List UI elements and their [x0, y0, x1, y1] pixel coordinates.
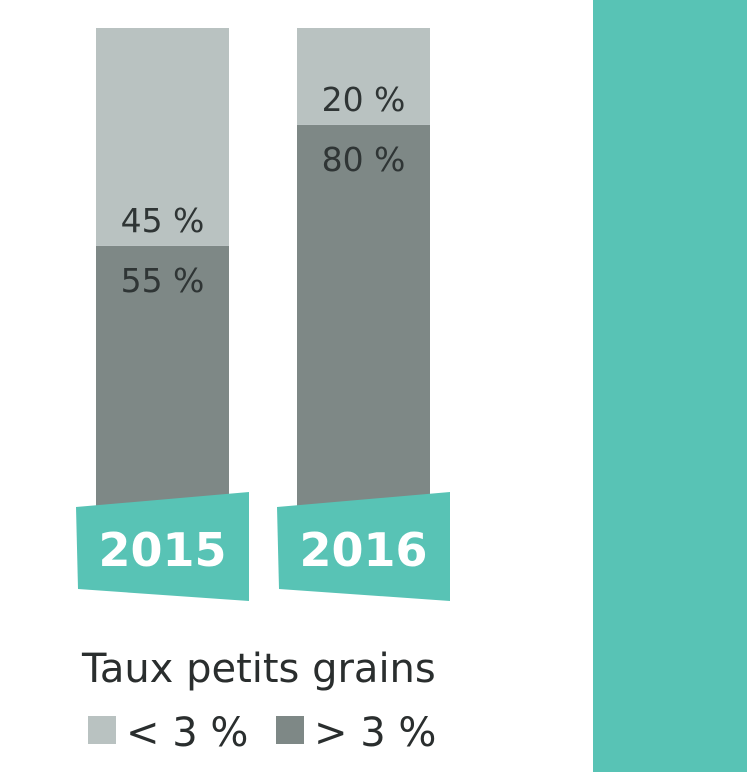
- data-label-2015-above-3: 55 %: [121, 261, 205, 300]
- legend: Taux petits grains < 3 % > 3 %: [81, 646, 436, 756]
- bar-segment-2016-above-3: [297, 124, 430, 513]
- year-tab-2016: [277, 492, 450, 601]
- bar-segment-2015-above-3: [96, 245, 229, 513]
- year-tab-2015: [76, 492, 249, 601]
- bar-segment-2016-below-3: [297, 28, 430, 125]
- year-tabs-group: 2015 2016: [76, 492, 450, 601]
- legend-label-above-3: > 3 %: [314, 710, 436, 756]
- teal-side-panel: [593, 0, 747, 772]
- legend-label-below-3: < 3 %: [126, 710, 248, 756]
- year-label-2016: 2016: [299, 523, 427, 577]
- bars-group: 55 % 45 % 80 % 20 %: [96, 28, 430, 513]
- legend-swatch-above-3: [276, 716, 304, 744]
- data-label-2016-below-3: 20 %: [322, 80, 406, 119]
- data-label-2016-above-3: 80 %: [322, 140, 406, 179]
- legend-title: Taux petits grains: [81, 646, 436, 692]
- data-label-2015-below-3: 45 %: [121, 201, 205, 240]
- bar-segment-2015-below-3: [96, 28, 229, 246]
- year-label-2015: 2015: [98, 523, 226, 577]
- legend-swatch-below-3: [88, 716, 116, 744]
